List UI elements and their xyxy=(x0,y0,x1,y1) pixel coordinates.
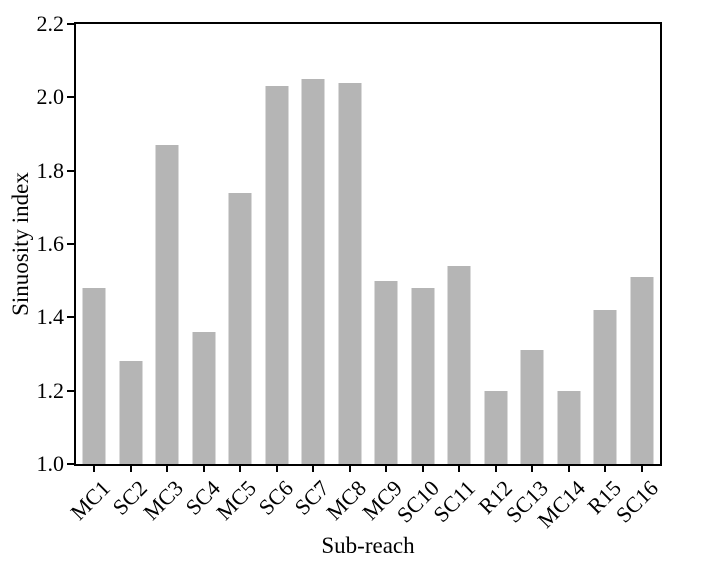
bar-R15 xyxy=(593,310,617,464)
bar-MC9 xyxy=(374,280,398,464)
x-tick-mark-SC6 xyxy=(275,466,278,472)
y-tick-mark-1.6 xyxy=(67,243,74,245)
x-tick-mark-MC3 xyxy=(166,466,169,472)
bar-SC10 xyxy=(411,288,435,464)
x-tick-mark-R12 xyxy=(494,466,497,472)
y-tick-mark-1.0 xyxy=(67,463,74,465)
y-tick-mark-2.0 xyxy=(67,96,74,99)
bar-MC5 xyxy=(228,192,252,464)
bars-container xyxy=(76,24,660,464)
bar-SC4 xyxy=(192,332,216,464)
plot-area xyxy=(74,22,662,466)
bar-MC3 xyxy=(155,145,179,464)
y-tick-label-2.0: 2.0 xyxy=(36,84,65,110)
y-tick-label-1.8: 1.8 xyxy=(36,157,65,183)
y-tick-mark-1.2 xyxy=(67,389,74,392)
x-tick-mark-MC9 xyxy=(385,466,388,472)
bar-SC2 xyxy=(119,361,143,464)
y-tick-label-1.4: 1.4 xyxy=(36,304,65,330)
y-tick-label-1.2: 1.2 xyxy=(36,377,65,403)
x-tick-mark-SC16 xyxy=(640,466,643,472)
x-tick-mark-MC5 xyxy=(239,466,242,472)
bar-MC14 xyxy=(557,390,581,464)
x-tick-mark-SC13 xyxy=(531,466,534,472)
x-tick-mark-SC4 xyxy=(202,466,205,472)
x-tick-mark-R15 xyxy=(604,466,607,472)
x-tick-mark-SC11 xyxy=(458,466,461,472)
x-axis-title: Sub-reach xyxy=(321,533,415,558)
x-tick-mark-SC10 xyxy=(421,466,424,472)
y-tick-label-1.0: 1.0 xyxy=(36,451,65,476)
bar-SC16 xyxy=(630,277,654,464)
y-tick-label-2.2: 2.2 xyxy=(36,11,65,36)
bar-R12 xyxy=(484,390,508,464)
bar-SC13 xyxy=(520,350,544,464)
bar-MC8 xyxy=(338,82,362,464)
bar-SC11 xyxy=(447,266,471,464)
y-tick-mark-2.2 xyxy=(67,23,74,25)
x-tick-mark-MC14 xyxy=(567,466,570,472)
x-tick-mark-SC2 xyxy=(129,466,132,472)
x-tick-mark-SC7 xyxy=(312,466,315,472)
bar-MC1 xyxy=(82,288,106,464)
x-tick-mark-MC8 xyxy=(348,466,351,472)
y-tick-label-1.6: 1.6 xyxy=(36,231,65,256)
bar-SC7 xyxy=(301,79,325,464)
y-tick-mark-1.8 xyxy=(67,169,74,172)
x-tick-mark-MC1 xyxy=(93,466,96,472)
y-tick-mark-1.4 xyxy=(67,316,74,319)
bar-SC6 xyxy=(265,86,289,464)
